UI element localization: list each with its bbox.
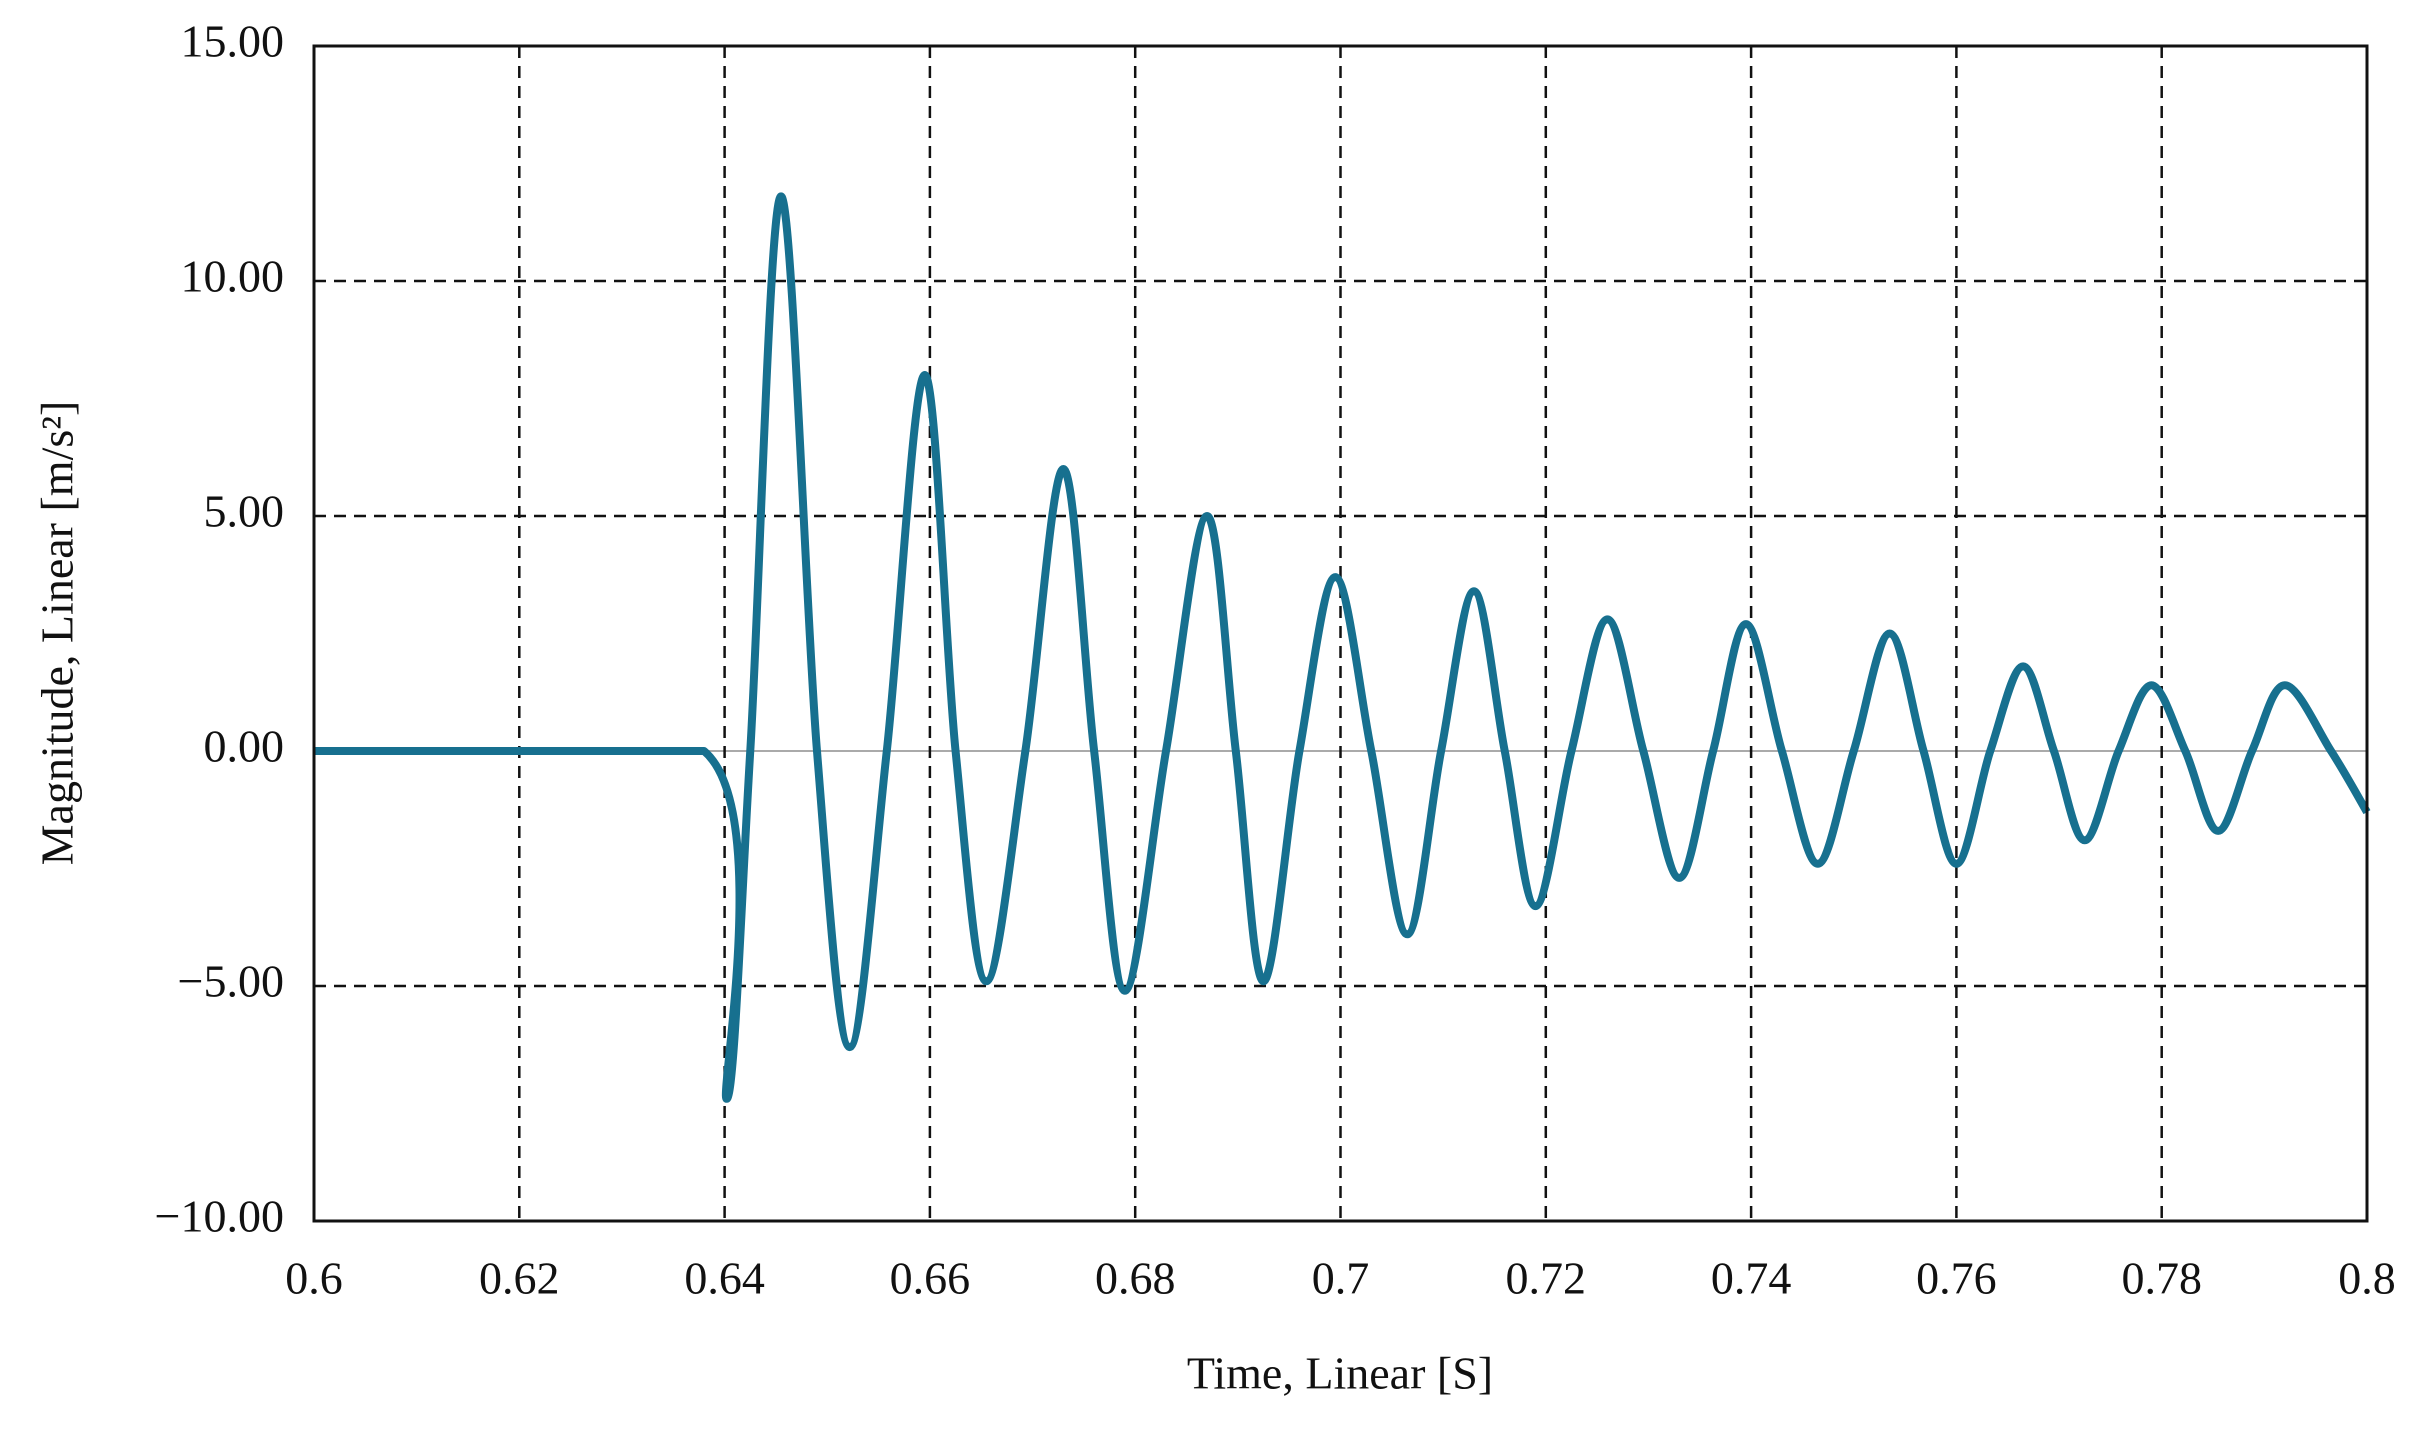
y-tick-label: 15.00 <box>181 16 285 67</box>
x-tick-label: 0.64 <box>684 1253 765 1304</box>
x-tick-label: 0.66 <box>890 1253 971 1304</box>
plot-frame <box>312 44 2369 1223</box>
y-tick-label: −5.00 <box>178 956 284 1007</box>
x-tick-label: 0.6 <box>285 1253 343 1304</box>
x-tick-label: 0.78 <box>2121 1253 2202 1304</box>
x-tick-label: 0.68 <box>1095 1253 1176 1304</box>
x-tick-label: 0.62 <box>479 1253 560 1304</box>
y-axis-title: Magnitude, Linear [m/s²] <box>32 401 83 866</box>
x-tick-label: 0.74 <box>1711 1253 1792 1304</box>
y-tick-label: −10.00 <box>155 1191 284 1242</box>
x-tick-label: 0.76 <box>1916 1253 1997 1304</box>
x-tick-label: 0.7 <box>1312 1253 1370 1304</box>
y-tick-label: 5.00 <box>204 486 285 537</box>
x-axis-title: Time, Linear [S] <box>1187 1348 1493 1399</box>
data-line <box>314 192 2371 1103</box>
x-tick-label: 0.72 <box>1506 1253 1587 1304</box>
y-tick-label: 0.00 <box>204 721 285 772</box>
y-tick-label: 10.00 <box>181 251 285 302</box>
x-tick-label: 0.8 <box>2338 1253 2396 1304</box>
